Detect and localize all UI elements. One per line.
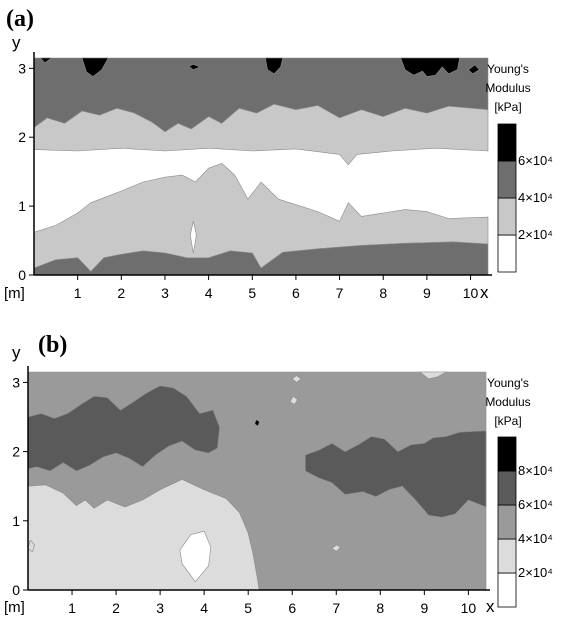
colorbar-segment xyxy=(497,572,517,608)
panel-b: (b) y x [m] 1 2 3 4 5 6 7 8 9 10 0 1 2 3 Young's Modul… xyxy=(4,332,553,616)
contour-region xyxy=(289,395,298,405)
contour-region xyxy=(33,103,489,166)
contour-region xyxy=(400,57,460,77)
contour-region xyxy=(331,544,342,552)
contour-region xyxy=(33,241,489,276)
colorbar-segment xyxy=(497,504,517,540)
colorbar-title-line: Modulus xyxy=(485,81,530,95)
x-tick-label: 6 xyxy=(292,285,300,301)
x-tick-label: 3 xyxy=(161,285,169,301)
colorbar-segment xyxy=(497,538,517,574)
x-tick-label: 9 xyxy=(423,285,431,301)
colorbar-a: Young's Modulus [kPa] 2×10⁴ 4×10⁴ 6×10⁴ xyxy=(485,62,553,273)
colorbar-label: 6×10⁴ xyxy=(518,153,553,168)
contour-region xyxy=(179,530,212,583)
x-tick-label: 3 xyxy=(156,600,164,616)
x-tick-label: 5 xyxy=(244,600,252,616)
contour-region xyxy=(27,385,220,472)
contour-region xyxy=(81,57,109,77)
contour-region xyxy=(419,371,447,380)
unit-label-b: [m] xyxy=(4,599,25,616)
y-tick-label: 1 xyxy=(18,198,26,214)
y-axis-label-a: y xyxy=(12,33,21,52)
contour-region xyxy=(188,63,201,70)
y-tick-label: 2 xyxy=(18,129,26,145)
colorbar-title-line: Young's xyxy=(487,62,529,76)
colorbar-label: 4×10⁴ xyxy=(518,531,553,546)
y-tick-label: 1 xyxy=(12,513,20,529)
x-tick-label: 2 xyxy=(117,285,125,301)
panel-label-b: (b) xyxy=(38,332,67,358)
x-tick-label: 6 xyxy=(288,600,296,616)
contour-region xyxy=(468,64,480,75)
x-tick-label: 7 xyxy=(336,285,344,301)
x-tick-label: 4 xyxy=(200,600,208,616)
contour-region xyxy=(27,539,35,553)
colorbar-title-line: Modulus xyxy=(485,395,530,409)
colorbar-segment xyxy=(497,123,517,162)
x-axis-label-b: x xyxy=(486,597,495,616)
axes-a: 1 2 3 4 5 6 7 8 9 10 0 1 2 3 xyxy=(18,52,492,301)
colorbar-segment xyxy=(497,234,517,273)
y-tick-label: 0 xyxy=(18,267,26,283)
panel-label-a: (a) xyxy=(6,6,34,32)
panel-a: (a) y x [m] 1 2 3 4 5 6 7 8 9 10 0 1 2 3 Young's Modul… xyxy=(4,6,553,302)
contour-region xyxy=(305,430,487,518)
colorbar-label: 8×10⁴ xyxy=(518,463,553,478)
contour-region xyxy=(265,57,284,75)
colorbar-segment xyxy=(497,160,517,199)
y-axis-label-b: y xyxy=(12,343,21,362)
x-tick-label: 4 xyxy=(205,285,213,301)
colorbar-segment xyxy=(497,470,517,506)
x-axis-label-a: x xyxy=(480,283,489,302)
y-tick-label: 3 xyxy=(18,60,26,76)
contour-plot-a xyxy=(33,57,489,276)
colorbar-label: 4×10⁴ xyxy=(518,190,553,205)
x-tick-label: 10 xyxy=(463,285,479,301)
x-tick-label: 5 xyxy=(248,285,256,301)
colorbar-title-line: Young's xyxy=(487,376,529,390)
contour-plot-b xyxy=(27,371,487,591)
unit-label-a: [m] xyxy=(4,285,25,302)
x-tick-label: 1 xyxy=(74,285,82,301)
contour-region xyxy=(190,221,197,254)
colorbar-label: 2×10⁴ xyxy=(518,565,553,580)
y-tick-label: 2 xyxy=(12,444,20,460)
x-tick-label: 7 xyxy=(332,600,340,616)
x-tick-label: 8 xyxy=(379,285,387,301)
contour-region xyxy=(254,419,260,427)
y-tick-label: 3 xyxy=(12,374,20,390)
colorbar-label: 2×10⁴ xyxy=(518,227,553,242)
contour-region xyxy=(40,57,52,64)
x-tick-label: 2 xyxy=(112,600,120,616)
y-tick-label: 0 xyxy=(12,582,20,598)
x-tick-label: 8 xyxy=(376,600,384,616)
contour-region xyxy=(291,375,302,383)
colorbar-title-line: [kPa] xyxy=(494,414,521,428)
colorbar-label: 6×10⁴ xyxy=(518,497,553,512)
x-tick-label: 10 xyxy=(461,600,477,616)
x-tick-label: 9 xyxy=(420,600,428,616)
colorbar-segment xyxy=(497,197,517,236)
colorbar-b: Young's Modulus [kPa] 2×10⁴ 4×10⁴ 6×10⁴ 8×10⁴ xyxy=(485,376,553,608)
axes-b: 1 2 3 4 5 6 7 8 9 10 0 1 2 3 xyxy=(12,366,490,616)
colorbar-title-line: [kPa] xyxy=(494,100,521,114)
colorbar-segment xyxy=(497,436,517,472)
x-tick-label: 1 xyxy=(68,600,76,616)
